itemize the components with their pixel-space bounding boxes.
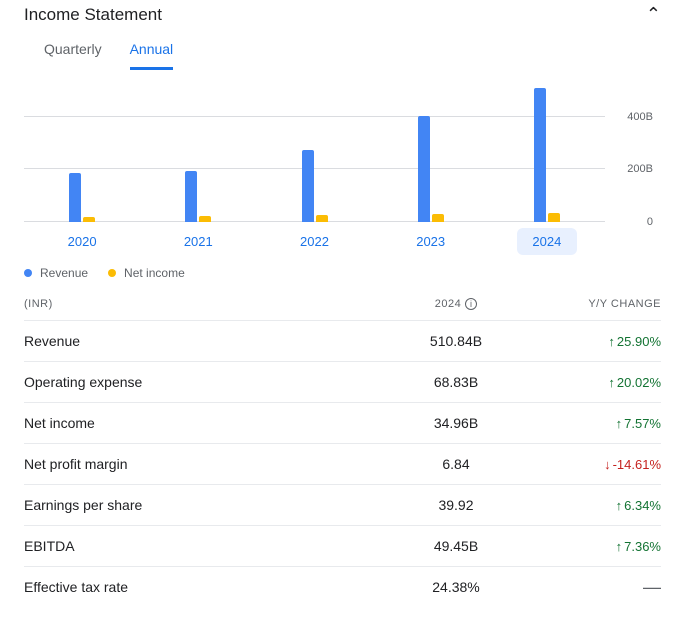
metric-value: 68.83B — [381, 374, 531, 390]
y-axis-tick: 0 — [647, 216, 653, 228]
metric-value: 510.84B — [381, 333, 531, 349]
tab-quarterly[interactable]: Quarterly — [44, 41, 102, 70]
x-axis-year[interactable]: 2022 — [285, 228, 345, 255]
legend-revenue: Revenue — [24, 266, 88, 280]
income-statement-card: Income Statement ⌃ Quarterly Annual 400B… — [0, 0, 685, 619]
bar-revenue — [534, 88, 546, 222]
bar-group[interactable] — [30, 173, 134, 222]
arrow-up-icon: ↑ — [608, 334, 615, 349]
metric-change: — — [531, 583, 661, 592]
bar-revenue — [185, 171, 197, 222]
bar-net-income — [316, 215, 328, 222]
table-row[interactable]: Operating expense68.83B↑20.02% — [24, 361, 661, 402]
metric-change: ↓-14.61% — [531, 457, 661, 472]
metric-label: Net profit margin — [24, 456, 381, 472]
card-header: Income Statement ⌃ — [24, 0, 661, 25]
table-header-currency: (INR) — [24, 298, 381, 310]
x-axis-year[interactable]: 2024 — [517, 228, 577, 255]
table-row[interactable]: Net income34.96B↑7.57% — [24, 402, 661, 443]
collapse-icon[interactable]: ⌃ — [646, 4, 661, 25]
info-icon[interactable]: i — [465, 298, 477, 310]
arrow-up-icon: ↑ — [616, 539, 623, 554]
metric-label: Effective tax rate — [24, 579, 381, 595]
metric-label: Operating expense — [24, 374, 381, 390]
bar-revenue — [418, 116, 430, 222]
bar-net-income — [199, 216, 211, 222]
table-row[interactable]: Revenue510.84B↑25.90% — [24, 320, 661, 361]
bar-group[interactable] — [379, 116, 483, 222]
metric-label: Net income — [24, 415, 381, 431]
x-axis-year[interactable]: 2023 — [401, 228, 461, 255]
metric-change: ↑7.57% — [531, 416, 661, 431]
x-axis-year[interactable]: 2021 — [168, 228, 228, 255]
arrow-up-icon: ↑ — [616, 416, 623, 431]
bar-group[interactable] — [263, 150, 367, 222]
arrow-up-icon: ↑ — [608, 375, 615, 390]
legend-label-revenue: Revenue — [40, 266, 88, 280]
legend-net-income: Net income — [108, 266, 185, 280]
legend-dot-net-income — [108, 269, 116, 277]
metric-label: Revenue — [24, 333, 381, 349]
bar-net-income — [83, 217, 95, 222]
bar-group[interactable] — [146, 171, 250, 222]
metric-value: 39.92 — [381, 497, 531, 513]
table-header: (INR) 2024 i Y/Y CHANGE — [24, 298, 661, 320]
no-change-icon: — — [643, 583, 661, 592]
bar-chart: 400B 200B 0 2020 2021 2022 2023 2024 — [24, 88, 661, 258]
table-row[interactable]: Earnings per share39.92↑6.34% — [24, 484, 661, 525]
card-title: Income Statement — [24, 5, 162, 25]
bar-net-income — [548, 213, 560, 222]
bar-group[interactable] — [495, 88, 599, 222]
metric-change: ↑25.90% — [531, 334, 661, 349]
y-axis-tick: 400B — [627, 111, 653, 123]
metric-change: ↑7.36% — [531, 539, 661, 554]
metric-value: 49.45B — [381, 538, 531, 554]
bar-revenue — [69, 173, 81, 222]
metric-label: Earnings per share — [24, 497, 381, 513]
chart-plot: 400B200B020202021202220232024 — [24, 88, 605, 222]
metric-label: EBITDA — [24, 538, 381, 554]
table-row[interactable]: Net profit margin6.84↓-14.61% — [24, 443, 661, 484]
metric-change: ↑6.34% — [531, 498, 661, 513]
table-header-year: 2024 i — [381, 298, 531, 310]
table-row[interactable]: Effective tax rate24.38% — — [24, 566, 661, 607]
legend-label-net-income: Net income — [124, 266, 185, 280]
metric-value: 24.38% — [381, 579, 531, 595]
table-row[interactable]: EBITDA49.45B↑7.36% — [24, 525, 661, 566]
x-axis-year[interactable]: 2020 — [52, 228, 112, 255]
table-header-change: Y/Y CHANGE — [531, 298, 661, 310]
legend-dot-revenue — [24, 269, 32, 277]
arrow-down-icon: ↓ — [604, 457, 611, 472]
y-axis-tick: 200B — [627, 163, 653, 175]
arrow-up-icon: ↑ — [616, 498, 623, 513]
bar-net-income — [432, 214, 444, 222]
bar-revenue — [302, 150, 314, 222]
metric-value: 6.84 — [381, 456, 531, 472]
chart-legend: Revenue Net income — [24, 266, 661, 280]
period-tabs: Quarterly Annual — [24, 41, 661, 70]
table-body: Revenue510.84B↑25.90%Operating expense68… — [24, 320, 661, 607]
metric-value: 34.96B — [381, 415, 531, 431]
tab-annual[interactable]: Annual — [130, 41, 174, 70]
metric-change: ↑20.02% — [531, 375, 661, 390]
